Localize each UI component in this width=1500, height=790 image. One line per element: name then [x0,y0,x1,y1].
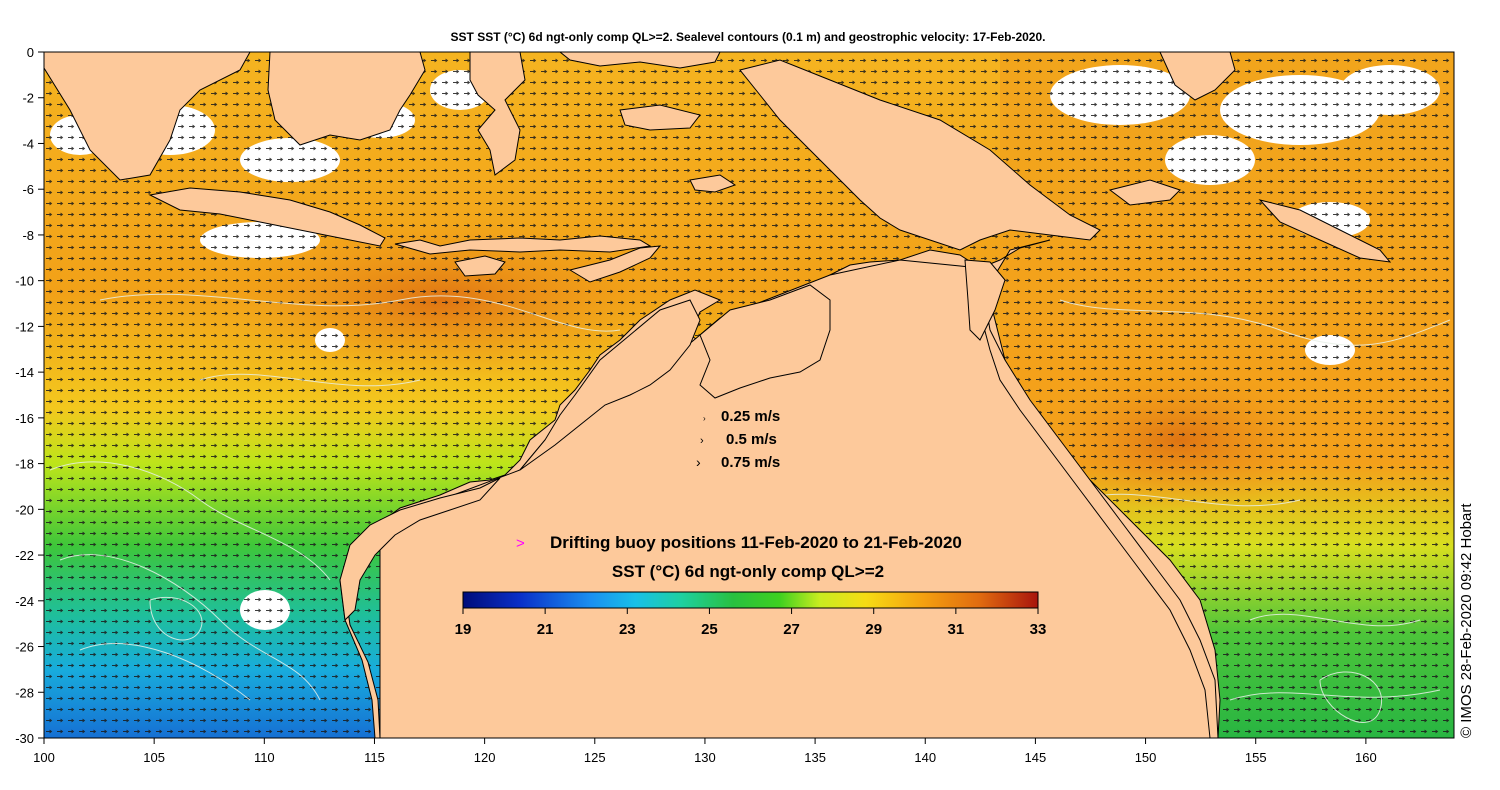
land-timor [568,245,662,283]
colorbar [462,591,1039,609]
land-new-guinea [739,59,1101,251]
land-north-coast-top [559,52,721,69]
colorbar-tick-label: 25 [701,621,718,638]
x-tick-label: 130 [694,750,716,765]
x-tick-label: 145 [1025,750,1047,765]
land-java [148,187,386,247]
buoy-legend-label: Drifting buoy positions 11-Feb-2020 to 2… [550,533,962,552]
land-cape-york [964,259,1006,341]
sealevel-contours [49,293,1451,723]
land-arnhem [699,284,831,399]
colorbar-tick-label: 21 [537,621,554,638]
x-tick-label: 150 [1135,750,1157,765]
x-tick-label: 160 [1355,750,1377,765]
y-tick-label: -26 [15,640,34,655]
y-tick-label: -18 [15,457,34,472]
x-tick-label: 100 [33,750,55,765]
y-tick-label: -22 [15,548,34,563]
y-axis: 0 -2 -4 -6 -8 -10 -12 -14 -16 -18 -20 -22 -24 -26 -28 -… [15,45,44,746]
x-tick-label: 120 [474,750,496,765]
plot-area [44,52,1454,738]
land-kimberley [519,299,701,471]
credit-label: © IMOS 28-Feb-2020 09:42 Hobart [1458,503,1475,738]
colorbar-title: SST (°C) 6d ngt-only comp QL>=2 [612,562,884,581]
colorbar-tick-label: 27 [783,621,800,638]
land-sumba [454,255,506,277]
x-tick-label: 105 [143,750,165,765]
x-axis: 100 105 110 115 120 125 130 135 140 145 150 155 160 [33,738,1377,765]
x-tick-label: 110 [254,750,275,765]
x-tick-label: 125 [584,750,606,765]
velocity-legend-label-3: 0.75 m/s [721,454,780,471]
land-sumatra [44,52,251,181]
colorbar-tick-label: 23 [619,621,636,638]
y-tick-label: -30 [15,731,34,746]
velocity-legend: › 0.25 m/s › 0.5 m/s › 0.75 m/s [696,408,780,471]
x-tick-label: 140 [914,750,936,765]
y-tick-label: -2 [22,91,34,106]
x-tick-label: 155 [1245,750,1267,765]
land-masses [44,52,1392,738]
colorbar-tick-label: 31 [948,621,965,638]
land-mindanao [1159,52,1236,101]
y-tick-label: -20 [15,502,34,517]
velocity-legend-arrow-3: › [696,454,701,470]
y-tick-label: -6 [22,182,34,197]
velocity-legend-arrow-1: › [703,414,706,423]
y-tick-label: -28 [15,685,34,700]
y-tick-label: -16 [15,411,34,426]
colorbar-ticks: 19 21 23 25 27 29 31 33 [455,608,1047,638]
buoy-legend-symbol: > [516,535,525,552]
colorbar-tick-label: 19 [455,621,472,638]
x-tick-label: 135 [804,750,826,765]
colorbar-tick-label: 33 [1030,621,1047,638]
colorbar-tick-label: 29 [865,621,882,638]
y-tick-label: -24 [15,594,34,609]
land-new-britain [1108,179,1181,206]
map-title: SST SST (°C) 6d ngt-only comp QL>=2. Sea… [451,30,1046,44]
y-tick-label: 0 [27,45,34,60]
y-tick-label: -10 [15,274,34,289]
y-tick-label: -12 [15,319,34,334]
velocity-legend-label-1: 0.25 m/s [721,408,780,425]
land-seram [689,174,737,193]
land-lesser-sunda [394,235,652,255]
land-north-west-cape [339,477,501,622]
land-borneo [267,52,426,146]
x-tick-label: 115 [364,750,385,765]
land-solomons [1258,199,1392,263]
land-maluku [619,104,701,131]
land-sulawesi [469,52,526,176]
velocity-legend-arrow-2: › [700,435,704,447]
y-tick-label: -14 [15,365,34,380]
velocity-legend-label-2: 0.5 m/s [726,431,777,448]
plot-frame [43,51,1455,739]
y-tick-label: -8 [22,228,34,243]
y-tick-label: -4 [22,136,34,151]
